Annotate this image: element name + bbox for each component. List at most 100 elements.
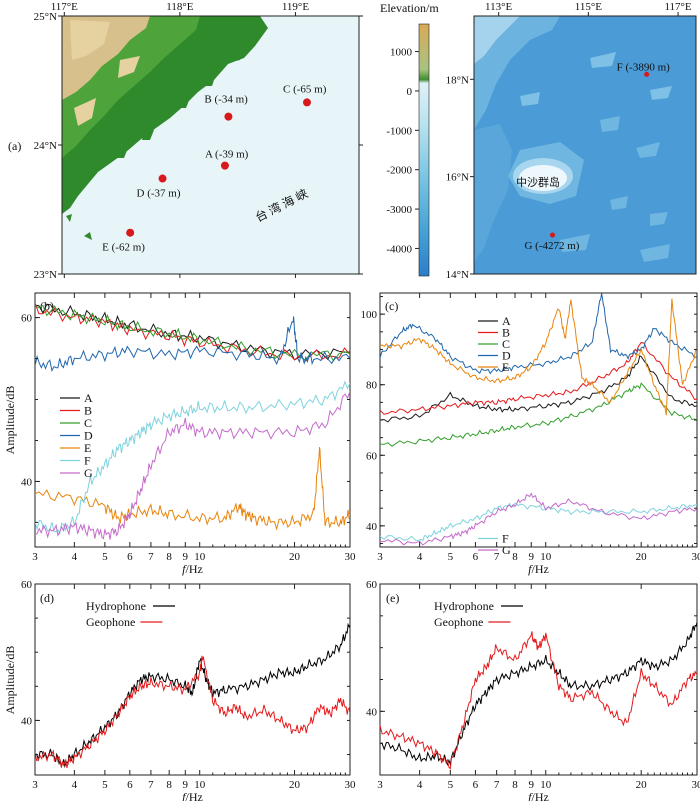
legend-label: F — [502, 532, 509, 546]
legend-label: B — [502, 326, 510, 340]
site-label: B (-34 m) — [204, 94, 248, 106]
y-tick-label: 60 — [21, 313, 33, 325]
legend-label: A — [84, 391, 93, 405]
site-marker — [126, 228, 135, 237]
plot-c-frame — [379, 292, 698, 548]
site-marker — [224, 112, 233, 121]
map-c-ticks: 113°E 115°E 117°E 18°N 16°N 14°N — [446, 1, 692, 281]
x-tick-label: 4 — [72, 779, 78, 791]
site-marker — [302, 98, 311, 107]
plot-c-panel-label: (c) — [385, 299, 398, 313]
x-tick-label: 30 — [345, 551, 357, 563]
series-line-d — [380, 293, 697, 375]
colorbar-tick: -1000 — [386, 125, 412, 137]
plot-d-series — [35, 622, 350, 769]
x-axis-label-unit: /Hz — [186, 562, 203, 576]
x-axis-label-unit: /Hz — [532, 562, 549, 576]
x-tick-label: 5 — [448, 551, 454, 563]
legend-label: Hydrophone — [434, 599, 494, 613]
x-tick-label: 20 — [289, 551, 301, 563]
site-label: E (-62 m) — [102, 242, 145, 254]
x-tick-label: 30 — [692, 551, 700, 563]
site-label: F (-3890 m) — [617, 61, 671, 73]
x-tick-label: 4 — [72, 551, 78, 563]
legend-label: G — [84, 466, 93, 480]
plot-c-axes: 3 4 5 6 7 8 9 10 20 30 40 60 80 100 f/Hz — [361, 293, 700, 576]
x-axis-label-unit: /Hz — [532, 790, 549, 801]
series-line-b — [35, 302, 350, 362]
series-line-g — [35, 391, 350, 540]
map-c-lon-tick: 117°E — [664, 1, 691, 13]
site-marker — [549, 232, 555, 238]
map-a-lon-tick: 119°E — [282, 1, 309, 13]
map-c-lat-tick: 18°N — [446, 74, 469, 86]
plot-d-panel-label: (d) — [40, 591, 54, 605]
legend-label: A — [502, 314, 511, 328]
x-tick-label: 5 — [102, 779, 108, 791]
x-tick-label: 10 — [540, 779, 552, 791]
x-axis-label: f/Hz — [182, 790, 203, 801]
x-tick-label: 6 — [127, 779, 133, 791]
y-axis-label-upper: Amplitude/dB — [3, 386, 17, 455]
legend-label: E — [84, 441, 91, 455]
x-tick-label: 20 — [289, 779, 301, 791]
x-axis-label: f/Hz — [182, 562, 203, 576]
x-tick-label: 10 — [540, 551, 552, 563]
plot-c-series — [380, 293, 697, 546]
series-line-f — [35, 380, 350, 536]
legend-label: Geophone — [434, 615, 483, 629]
legend-label: C — [502, 337, 510, 351]
x-tick-label: 10 — [194, 551, 206, 563]
x-tick-label: 20 — [636, 551, 648, 563]
plot-e-axes: 3 4 5 6 7 8 9 10 20 30 40 60 f/Hz — [366, 579, 700, 801]
map-a-lat-tick: 24°N — [34, 140, 57, 152]
series-line-geophone — [380, 631, 697, 770]
x-axis-label-unit: /Hz — [186, 790, 203, 801]
plot-b-series — [35, 302, 350, 540]
map-a-lon-tick: 117°E — [51, 1, 78, 13]
y-axis-label-lower: Amplitude/dB — [3, 646, 17, 715]
map-a-panel-label: (a) — [8, 139, 21, 153]
y-tick-label: 60 — [366, 450, 378, 462]
map-a-lat-tick: 23°N — [34, 269, 57, 281]
site-marker — [158, 174, 167, 183]
colorbar-tick: -3000 — [386, 204, 412, 216]
map-a: 117°E 118°E 119°E25°N24°N23°N (a) 台 湾 海 峡 … — [8, 1, 363, 281]
plot-e: (e) 3 4 5 6 7 8 9 10 20 30 40 60 f/Hz Hydrophone Geop… — [366, 579, 700, 801]
x-tick-label: 7 — [494, 551, 500, 563]
plot-e-legend: Hydrophone Geophone — [434, 599, 523, 629]
x-axis-label-var: f — [182, 790, 187, 801]
map-c-lon-tick: 115°E — [575, 1, 602, 13]
x-axis-label: f/Hz — [528, 790, 549, 801]
x-tick-label: 30 — [692, 779, 700, 791]
y-tick-label: 40 — [366, 521, 378, 533]
x-tick-label: 3 — [32, 551, 38, 563]
site-label: D (-37 m) — [137, 188, 181, 200]
map-a-land — [62, 16, 268, 240]
map-a-lat-tick: 25°N — [34, 11, 57, 23]
x-tick-label: 20 — [636, 779, 648, 791]
legend-label: G — [502, 543, 511, 557]
legend-label: F — [84, 454, 91, 468]
colorbar-tick: 1000 — [390, 47, 413, 59]
y-tick-label: 80 — [366, 380, 378, 392]
plot-e-series — [380, 622, 697, 770]
plot-e-panel-label: (e) — [386, 591, 399, 605]
series-line-c — [380, 382, 697, 447]
series-line-geophone — [35, 655, 350, 769]
series-line-e — [380, 298, 697, 416]
x-axis-label-var: f — [528, 562, 533, 576]
legend-label: C — [84, 416, 92, 430]
site-label: A (-39 m) — [205, 149, 249, 161]
x-axis-label-var: f — [182, 562, 187, 576]
series-line-b — [380, 341, 697, 415]
colorbar-tick: -4000 — [386, 243, 412, 255]
x-tick-label: 9 — [528, 551, 534, 563]
x-tick-label: 8 — [166, 779, 172, 791]
x-tick-label: 3 — [32, 779, 38, 791]
x-tick-label: 9 — [183, 779, 189, 791]
y-tick-label: 40 — [21, 476, 33, 488]
